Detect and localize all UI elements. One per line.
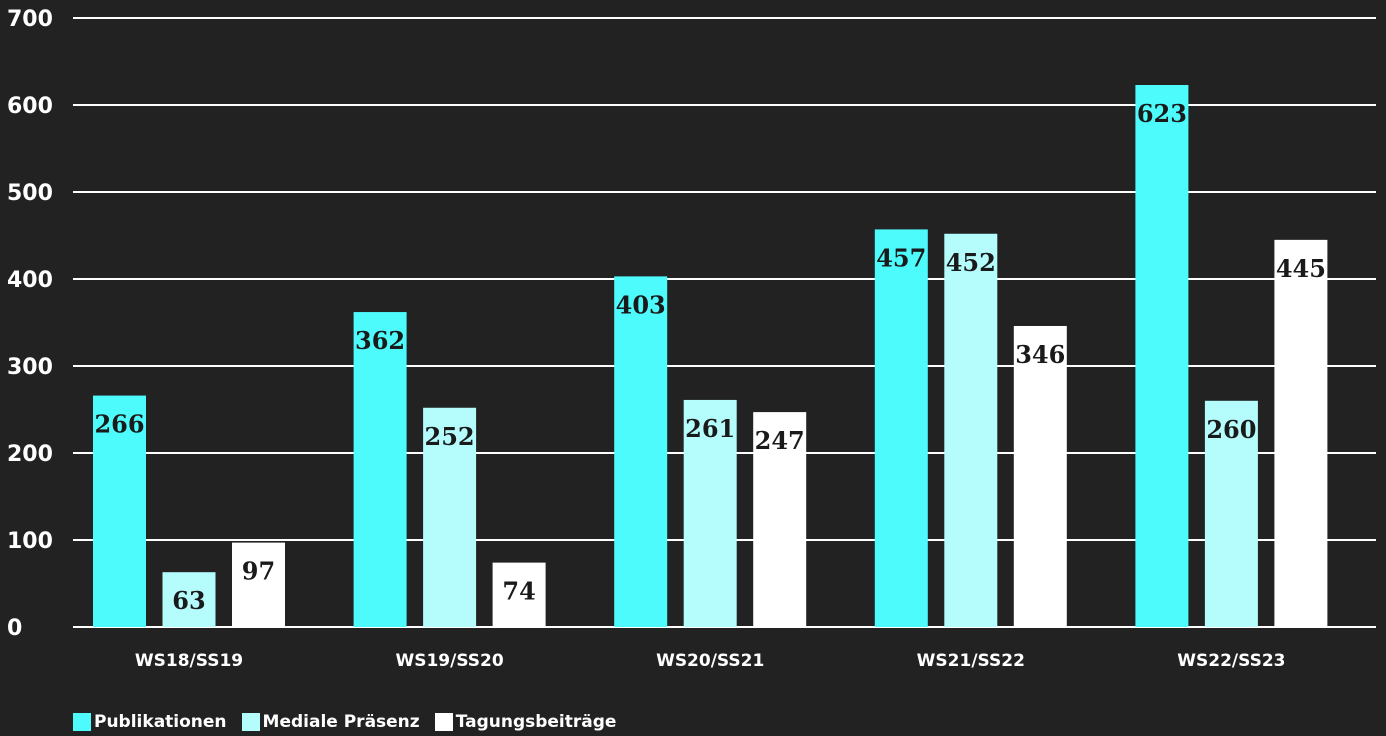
bar-value-label: 362 xyxy=(355,326,405,355)
legend-item: Tagungsbeiträge xyxy=(434,712,617,732)
bar xyxy=(93,395,146,627)
x-tick-label: WS21/SS22 xyxy=(917,651,1025,671)
legend-swatch xyxy=(241,713,260,731)
bars xyxy=(93,84,1328,628)
y-tick-label: 600 xyxy=(7,94,53,119)
y-tick-label: 700 xyxy=(7,7,53,32)
bar-value-label: 452 xyxy=(946,248,996,277)
bar-value-label: 403 xyxy=(616,290,666,319)
bar xyxy=(423,407,477,627)
x-tick-label: WS18/SS19 xyxy=(135,651,243,671)
legend-swatch xyxy=(434,713,453,731)
bar-value-label: 74 xyxy=(502,577,535,606)
y-tick-label: 500 xyxy=(7,181,53,206)
bar-value-label: 457 xyxy=(876,243,926,272)
y-axis-tick-labels: 0 100 200 300 400 500 600 700 xyxy=(7,7,53,641)
bar xyxy=(1204,400,1258,627)
bar xyxy=(492,562,546,627)
bar-chart-svg: 0 100 200 300 400 500 600 700 266 63 97 362 252 74 40… xyxy=(7,7,1376,671)
y-tick-label: 300 xyxy=(7,355,53,380)
bar xyxy=(1135,84,1189,628)
bar-value-label: 623 xyxy=(1137,99,1187,128)
legend-label: Publikationen xyxy=(94,712,227,732)
bar-value-label: 252 xyxy=(425,422,475,451)
legend-label: Mediale Präsenz xyxy=(262,712,420,732)
y-tick-label: 100 xyxy=(7,529,53,554)
bar xyxy=(162,572,216,627)
x-tick-label: WS22/SS23 xyxy=(1177,651,1285,671)
bar xyxy=(683,399,737,627)
legend-item: Mediale Präsenz xyxy=(241,712,420,732)
bar-value-labels: 266 63 97 362 252 74 403 261 247 457 452 346 623 260 4… xyxy=(94,99,1326,615)
bar-value-label: 266 xyxy=(94,410,144,439)
legend-swatch xyxy=(73,713,91,731)
y-tick-label: 400 xyxy=(7,268,53,293)
bar-value-label: 260 xyxy=(1206,415,1256,444)
x-tick-label: WS19/SS20 xyxy=(395,651,503,671)
bar xyxy=(1013,325,1067,627)
x-axis-tick-labels: WS18/SS19 WS19/SS20 WS20/SS21 WS21/SS22 WS22… xyxy=(135,651,1286,671)
bar xyxy=(753,412,807,627)
bar-value-label: 445 xyxy=(1276,254,1326,283)
bar xyxy=(232,542,285,627)
bar-value-label: 97 xyxy=(242,557,275,586)
y-tick-label: 0 xyxy=(7,616,22,641)
y-tick-label: 200 xyxy=(7,442,53,467)
legend: Publikationen Mediale Präsenz Tagungsbeitr… xyxy=(73,710,631,734)
bar xyxy=(353,312,407,627)
bar-value-label: 346 xyxy=(1015,340,1065,369)
legend-label: Tagungsbeiträge xyxy=(455,712,617,732)
bar-value-label: 247 xyxy=(755,426,805,455)
legend-item: Publikationen xyxy=(73,712,227,732)
bar xyxy=(1274,239,1328,627)
bar-value-label: 261 xyxy=(685,414,735,443)
bar xyxy=(874,229,928,627)
bar-value-label: 63 xyxy=(172,586,205,615)
bar xyxy=(944,233,998,627)
bar xyxy=(614,276,668,627)
x-tick-label: WS20/SS21 xyxy=(656,651,764,671)
